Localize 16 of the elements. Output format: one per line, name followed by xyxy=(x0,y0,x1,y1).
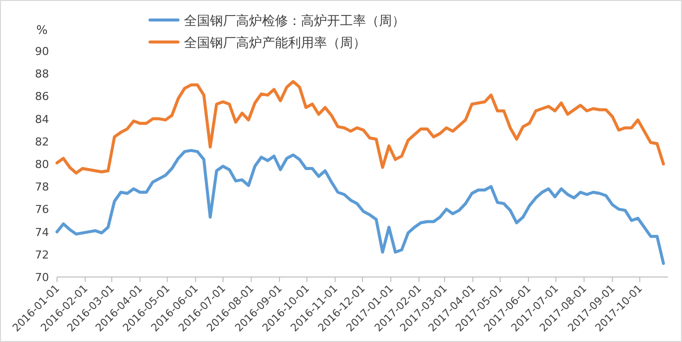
y-tick-label: 88 xyxy=(35,68,49,81)
y-tick-label: 72 xyxy=(35,248,49,262)
line-series xyxy=(56,148,665,265)
y-tick-label: 78 xyxy=(35,180,49,194)
legend-label: 全国钢厂高炉产能利用率（周） xyxy=(184,35,366,51)
y-tick-label: 90 xyxy=(35,45,49,58)
y-tick-label: 84 xyxy=(35,112,49,126)
legend-label: 全国钢厂高炉检修：高炉开工率（周） xyxy=(184,13,405,29)
y-tick-label: 70 xyxy=(35,271,49,284)
y-tick-label: 86 xyxy=(35,90,49,104)
y-tick-label: 76 xyxy=(35,203,49,216)
y-tick-label: 74 xyxy=(35,226,49,239)
y-tick-label: 82 xyxy=(35,135,49,148)
y-axis-title: % xyxy=(36,23,48,37)
line-series xyxy=(56,80,665,175)
y-tick-label: 80 xyxy=(35,158,49,171)
